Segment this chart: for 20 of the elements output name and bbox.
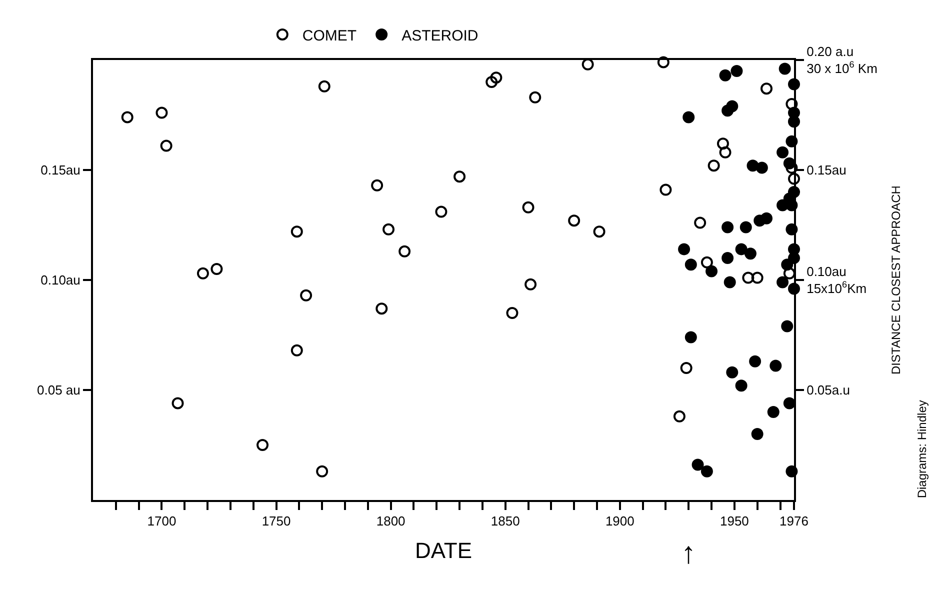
x-tick-label: 1700 [147, 514, 176, 529]
y2-tick-label: 0.15au [806, 162, 846, 178]
text: ↑ [681, 537, 696, 570]
x-tick-label: 1750 [262, 514, 291, 529]
legend-label: ASTEROID [402, 27, 478, 44]
x-axis-title: DATE [414, 538, 472, 563]
x-tick-label: 1850 [490, 514, 520, 529]
x-tick-label: 1950 [720, 514, 749, 529]
x-tick-label: 1900 [605, 514, 634, 529]
y-tick-label: 0.05 au [37, 382, 80, 398]
x-tick-label: 1976 [780, 514, 808, 529]
y-tick-label: 0.10au [40, 272, 80, 288]
legend-label: COMET [302, 27, 357, 44]
y2-axis-title: DISTANCE CLOSEST APPROACH [888, 186, 903, 374]
x-tick-label: 1800 [376, 514, 406, 529]
y-tick-label: 0.15au [40, 162, 80, 178]
text: Diagrams: Hindley [915, 400, 930, 498]
y2-tick-label: 0.05a.u [806, 382, 850, 398]
y2-tick-label: 0.10au 15x10$^{6}$Km [806, 264, 867, 296]
y2-tick-label: 0.20 a.u 30 x 10$^{6}$ Km [806, 44, 878, 76]
